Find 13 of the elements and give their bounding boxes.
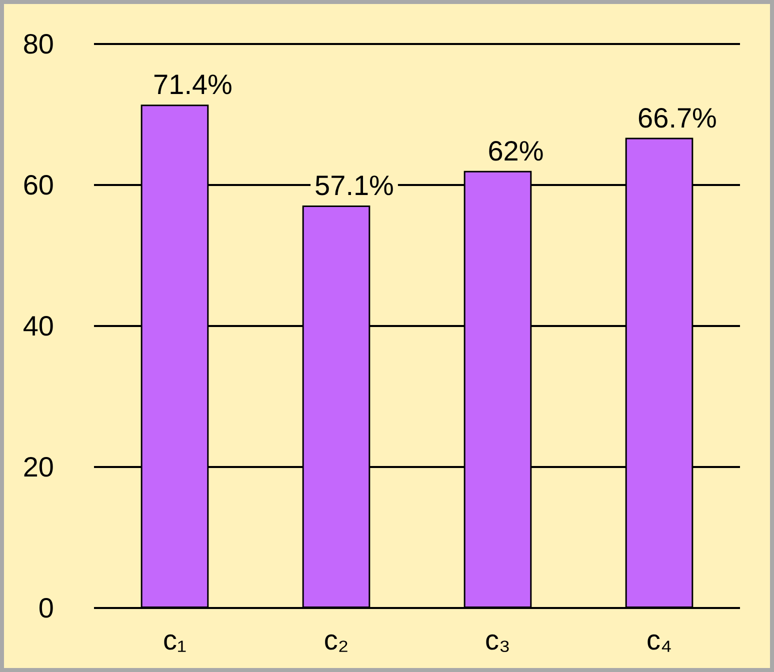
y-tick-label: 40 xyxy=(22,310,54,342)
data-label: 66.7% xyxy=(638,102,717,134)
y-tick-label: 20 xyxy=(22,452,54,482)
data-label: 57.1% xyxy=(314,170,394,201)
y-tick-label: 80 xyxy=(22,28,54,60)
x-tick-label: c₂ xyxy=(324,624,349,656)
y-tick-label: 60 xyxy=(22,170,54,200)
x-tick-label: c₄ xyxy=(646,624,672,656)
x-tick-label: c₁ xyxy=(163,624,186,656)
y-tick-label: 0 xyxy=(38,592,54,624)
x-tick-label: c₃ xyxy=(485,624,510,656)
data-label: 71.4% xyxy=(153,69,232,100)
data-label: 62% xyxy=(488,135,544,166)
